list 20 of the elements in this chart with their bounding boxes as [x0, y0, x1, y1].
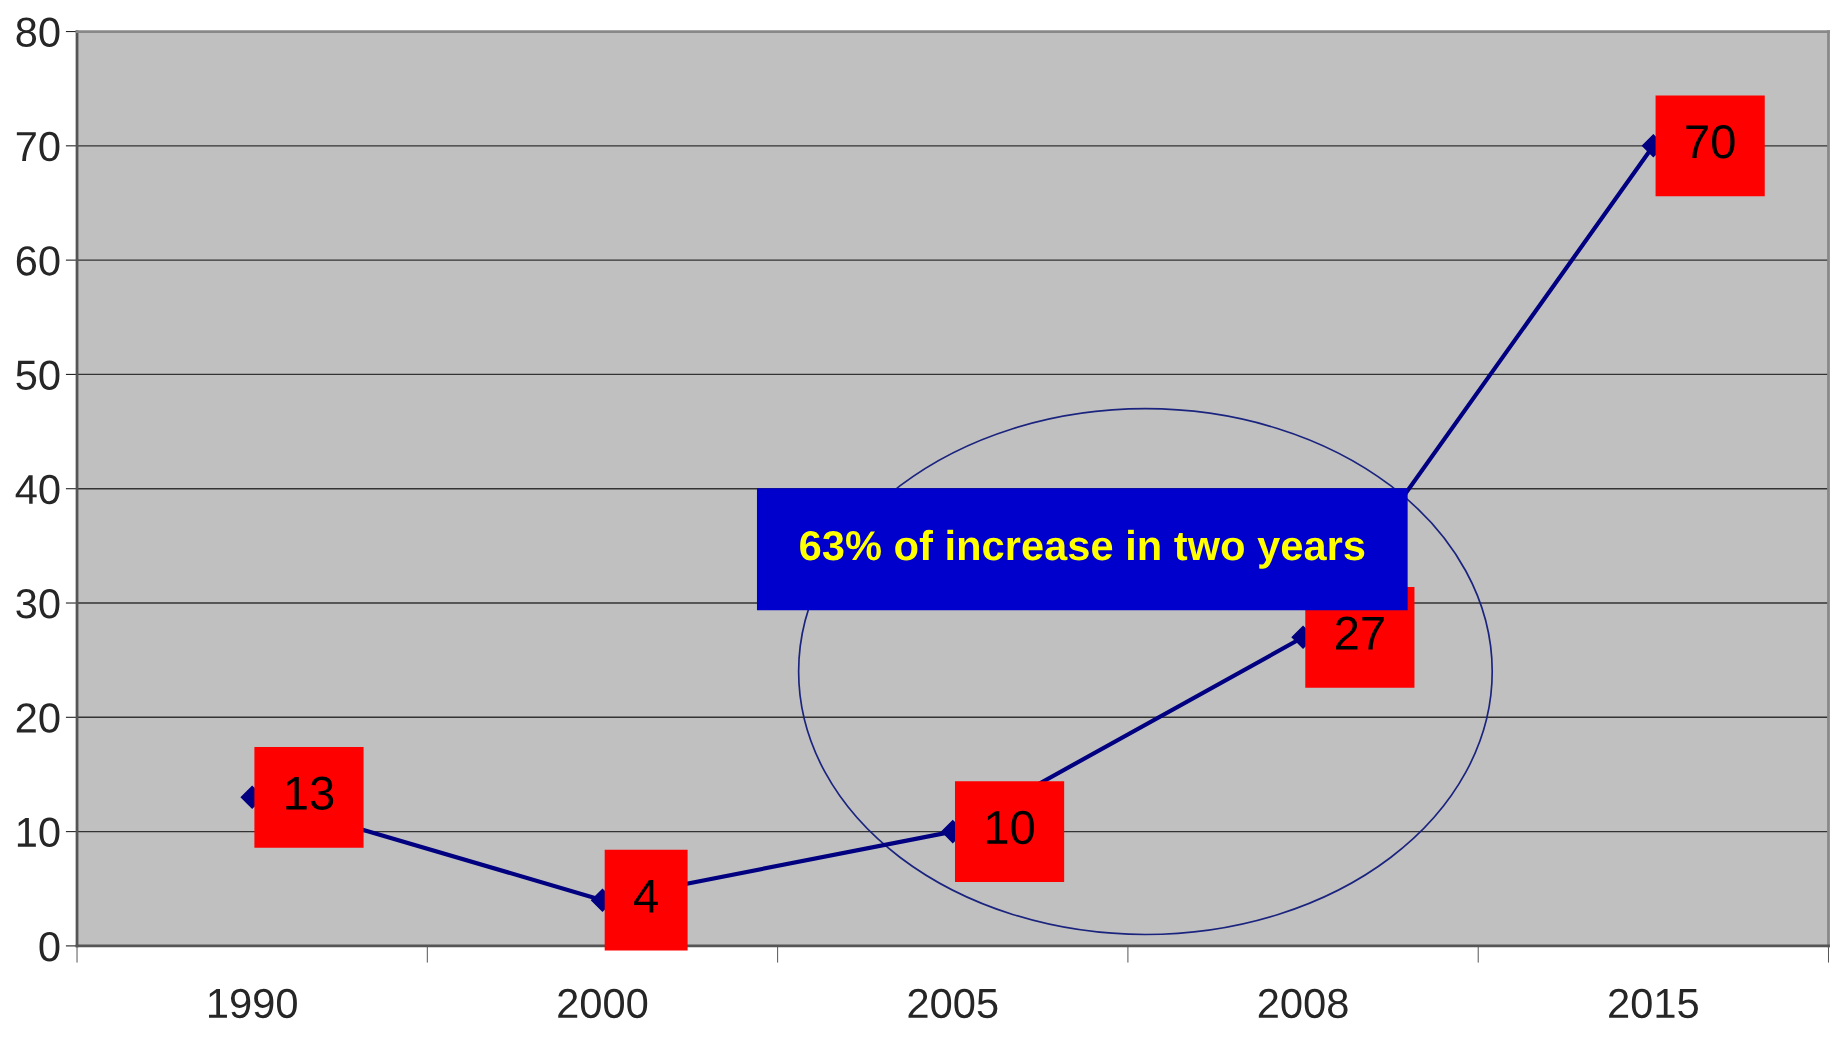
- y-tick-label: 80: [16, 17, 60, 48]
- y-tick-label: 20: [16, 703, 60, 733]
- x-tick-label: 2015: [1609, 988, 1698, 1019]
- y-tick-label: 0: [39, 931, 60, 962]
- data-label: 70: [1686, 125, 1735, 159]
- data-label: 10: [986, 810, 1034, 845]
- y-tick-label: 30: [16, 589, 60, 619]
- x-tick-label: 2000: [558, 988, 648, 1019]
- y-tick-label: 40: [15, 474, 60, 505]
- data-label: 13: [286, 776, 334, 810]
- y-tick-label: 10: [17, 817, 60, 848]
- y-tick-label: 70: [16, 131, 60, 162]
- data-label: 4: [634, 879, 658, 913]
- annotation: 63% of increase in two years: [800, 529, 1365, 569]
- data-label: 27: [1335, 616, 1384, 650]
- x-tick-label: 2005: [908, 988, 998, 1019]
- y-tick-label: 50: [16, 360, 60, 390]
- x-tick-label: 1990: [209, 988, 297, 1019]
- x-tick-label: 2008: [1258, 988, 1348, 1019]
- y-tick-label: 60: [16, 246, 60, 276]
